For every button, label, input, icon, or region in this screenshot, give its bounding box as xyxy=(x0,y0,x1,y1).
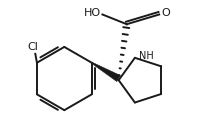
Text: HO: HO xyxy=(84,8,101,18)
Text: NH: NH xyxy=(139,51,154,61)
Polygon shape xyxy=(91,62,120,82)
Text: O: O xyxy=(162,8,170,18)
Text: Cl: Cl xyxy=(27,42,38,52)
